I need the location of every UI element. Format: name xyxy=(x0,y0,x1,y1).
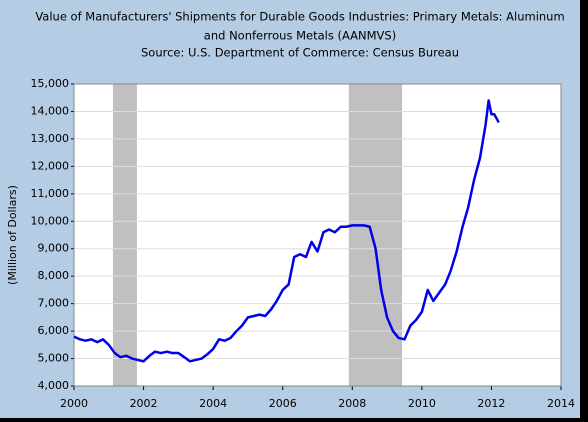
x-tick-label: 2000 xyxy=(60,397,88,410)
recession-band xyxy=(112,84,137,386)
y-tick-label: 11,000 xyxy=(31,187,70,200)
y-tick-label: 10,000 xyxy=(31,214,70,227)
x-tick-label: 2002 xyxy=(130,397,158,410)
y-tick-label: 5,000 xyxy=(38,352,70,365)
y-tick-label: 8,000 xyxy=(38,269,70,282)
y-tick-label: 9,000 xyxy=(38,242,70,255)
plot-area xyxy=(74,84,561,386)
y-tick-label: 13,000 xyxy=(31,132,70,145)
y-tick-label: 4,000 xyxy=(38,379,70,392)
y-tick-label: 15,000 xyxy=(31,77,70,90)
chart-subtitle: Source: U.S. Department of Commerce: Cen… xyxy=(141,46,459,60)
x-tick-label: 2004 xyxy=(199,397,227,410)
y-tick-label: 14,000 xyxy=(31,104,70,117)
recession-band xyxy=(348,84,403,386)
chart-title: and Nonferrous Metals (AANMVS) xyxy=(204,29,396,43)
x-tick-label: 2012 xyxy=(477,397,505,410)
x-tick-label: 2010 xyxy=(408,397,436,410)
y-tick-label: 7,000 xyxy=(38,297,70,310)
x-tick-label: 2006 xyxy=(269,397,297,410)
chart-title: Value of Manufacturers' Shipments for Du… xyxy=(35,10,564,24)
plot-border xyxy=(73,83,562,387)
y-axis-label: (Million of Dollars) xyxy=(6,185,19,285)
x-tick-label: 2014 xyxy=(547,397,575,410)
y-tick-label: 6,000 xyxy=(38,324,70,337)
y-tick-label: 12,000 xyxy=(31,159,70,172)
data-line xyxy=(73,99,500,363)
x-tick-label: 2008 xyxy=(338,397,366,410)
